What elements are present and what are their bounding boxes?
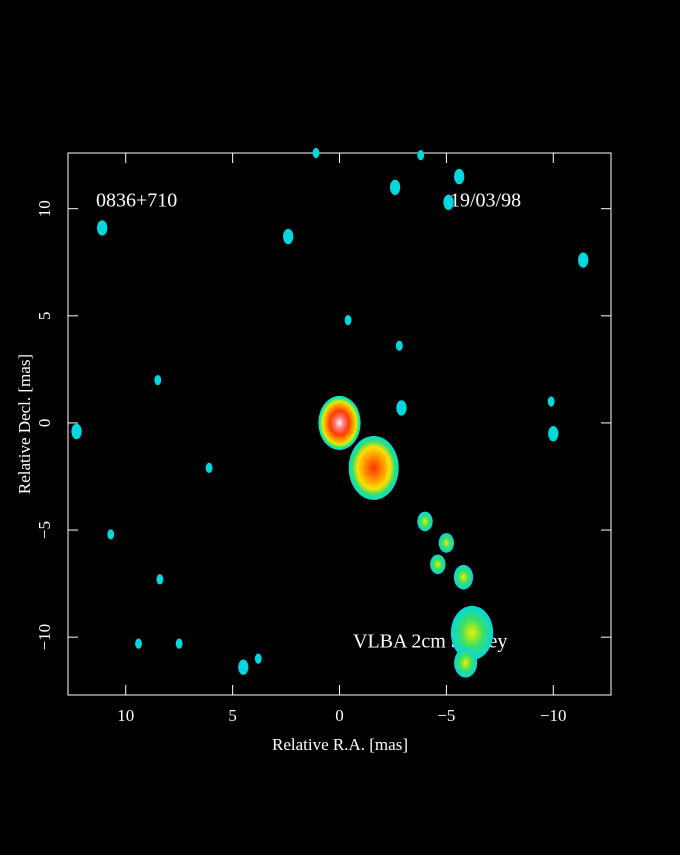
emission [205,462,213,474]
emission [438,533,455,553]
emission [430,554,446,575]
y-tick-label: 0 [35,419,54,428]
source-name: 0836+710 [96,190,177,212]
emission [578,252,589,268]
emission [454,648,478,678]
emission [417,150,425,161]
y-axis-label: Relative Decl. [mas] [15,354,34,494]
emission [71,423,82,440]
emission [254,653,262,664]
emission [417,511,433,532]
x-tick-label: 0 [335,706,344,725]
emission [396,400,407,416]
emission [238,659,249,675]
emission [312,147,320,159]
emission [156,574,164,585]
emission [154,374,162,386]
y-tick-label: 10 [35,200,54,217]
emission [135,638,142,649]
emission [547,396,555,407]
emission [443,194,454,210]
emission [453,564,474,590]
x-tick-label: −5 [437,706,455,725]
y-tick-label: −10 [35,624,54,651]
emission [107,529,115,540]
emission [318,395,361,450]
emission [450,605,494,660]
x-tick-label: 10 [117,706,134,725]
emission [97,220,108,236]
emission [175,638,183,649]
emission [454,168,465,185]
emission [395,340,403,351]
emission [283,228,294,245]
x-tick-label: 5 [228,706,237,725]
x-axis-label: Relative R.A. [mas] [272,735,408,754]
y-tick-label: −5 [35,521,54,539]
epoch: 19/03/98 [450,190,521,212]
x-tick-label: −10 [540,706,567,725]
emission [389,179,401,195]
emission [344,314,352,326]
emission [548,425,559,442]
emission [348,435,399,500]
y-tick-label: 5 [35,312,54,321]
